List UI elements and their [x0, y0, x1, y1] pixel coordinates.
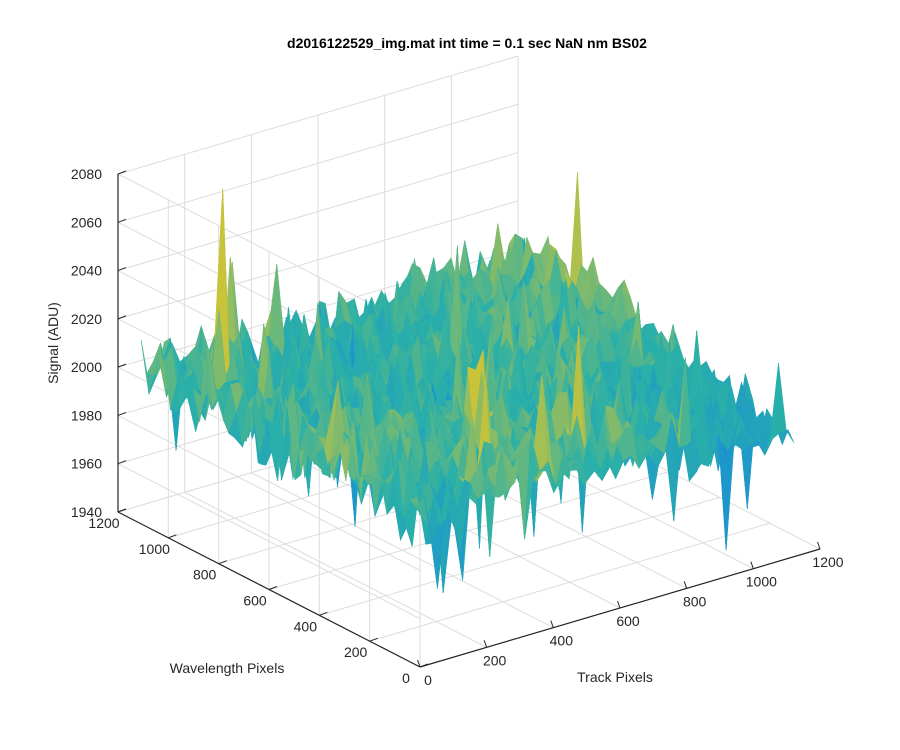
z-tick-label: 1940	[71, 504, 102, 520]
x-tick-label: 600	[616, 613, 640, 629]
left-wall-grid-z	[117, 414, 421, 571]
z-axis-label: Signal (ADU)	[45, 302, 61, 384]
z-tick-label: 2040	[71, 263, 102, 279]
z-tick-label: 1980	[71, 407, 102, 423]
floor-grid-y	[268, 471, 670, 590]
x-tick-mark	[617, 600, 621, 609]
tick-layer: 0 200 400 600 800 1000 1200 0 200 400 600 800 1000 12…	[71, 166, 844, 688]
x-tick-label: 0	[424, 672, 432, 688]
back-wall-grid-z	[117, 103, 519, 223]
back-wall-grid-z	[117, 152, 519, 272]
x-tick-mark	[483, 640, 488, 648]
x-tick-label: 1200	[812, 554, 843, 570]
z-tick-mark	[117, 460, 127, 465]
z-tick-mark	[117, 170, 127, 175]
z-tick-label: 2000	[71, 359, 102, 375]
y-tick-mark	[218, 560, 227, 565]
back-wall-grid-z	[117, 200, 519, 320]
y-tick-label: 1200	[88, 515, 119, 531]
x-tick-mark	[750, 561, 754, 569]
back-wall-grid-z	[117, 55, 519, 175]
surface-patch	[780, 429, 795, 443]
z-tick-label: 2060	[71, 214, 102, 230]
y-tick-label: 400	[294, 618, 318, 634]
y-tick-label: 600	[243, 593, 267, 609]
floor-grid-y	[319, 496, 720, 616]
y-tick-label: 800	[193, 567, 217, 583]
x-axis-label: Track Pixels	[577, 669, 653, 685]
y-tick-label: 200	[344, 644, 368, 660]
z-tick-mark	[117, 508, 127, 513]
y-axis-label: Wavelength Pixels	[170, 660, 285, 676]
x-tick-label: 800	[683, 593, 707, 609]
chart-title: d2016122529_img.mat int time = 0.1 sec N…	[287, 35, 647, 51]
z-tick-label: 1960	[71, 456, 102, 472]
surface-layer	[140, 172, 795, 594]
floor-grid-y	[369, 522, 770, 642]
z-tick-mark	[117, 363, 127, 368]
x-tick-label: 400	[550, 633, 574, 649]
y-tick-label: 0	[402, 670, 410, 686]
x-tick-label: 1000	[746, 574, 777, 590]
y-tick-mark	[369, 637, 378, 642]
z-tick-mark	[117, 411, 127, 416]
z-tick-label: 2020	[71, 311, 102, 327]
z-tick-label: 2080	[71, 166, 102, 182]
x-tick-mark	[683, 581, 688, 589]
x-tick-mark	[817, 541, 821, 550]
z-tick-mark	[117, 218, 127, 223]
y-tick-mark	[419, 663, 429, 668]
y-tick-mark	[319, 611, 328, 616]
x-tick-label: 200	[483, 652, 507, 668]
y-tick-label: 1000	[139, 541, 170, 557]
z-tick-mark	[117, 267, 127, 272]
z-tick-mark	[117, 315, 127, 320]
y-tick-mark	[268, 586, 278, 590]
x-tick-mark	[417, 659, 421, 668]
left-wall-grid-z	[117, 463, 421, 620]
x-tick-mark	[550, 620, 554, 628]
y-tick-mark	[168, 534, 177, 539]
